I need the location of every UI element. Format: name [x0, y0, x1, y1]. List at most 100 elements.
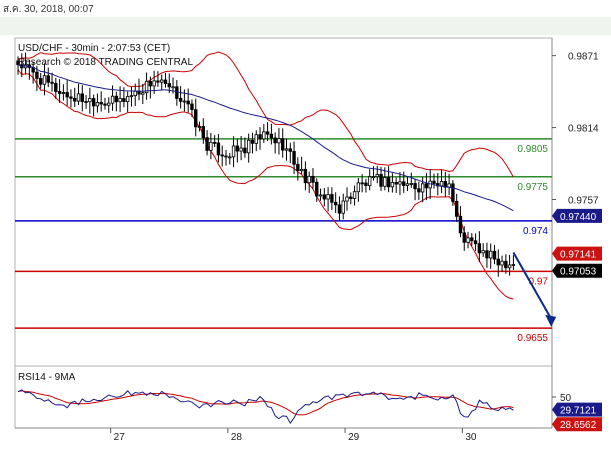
candle-body [197, 126, 202, 128]
candle-body [186, 100, 190, 105]
rsi-tag: 29.7121 [560, 406, 597, 417]
candle-body [367, 176, 372, 187]
price-tag: 0.97053 [560, 267, 597, 278]
candle-body [326, 194, 330, 200]
candle-body [133, 90, 137, 97]
candle-body [292, 150, 296, 165]
candle-body [163, 79, 168, 85]
candle-body [190, 103, 194, 111]
candle-body [296, 163, 300, 172]
candle-body [178, 98, 183, 102]
candle-body [409, 183, 413, 185]
candle-body [205, 137, 209, 151]
moving-average [17, 64, 514, 212]
candle-body [330, 194, 334, 203]
candle-body [458, 215, 463, 234]
candle-body [254, 134, 258, 144]
candle-body [371, 176, 376, 179]
y-tick-label: 0.9757 [568, 195, 599, 206]
candle-body [398, 181, 402, 185]
candle-body [383, 177, 387, 187]
candle-body [500, 260, 504, 266]
candle-body [462, 232, 466, 243]
candle-body [420, 183, 425, 193]
y-axis-ticks: 0.9871 0.9814 0.9757 50 [552, 52, 599, 404]
bollinger-bands [17, 51, 514, 300]
rsi-plot-frame [14, 365, 553, 429]
candle-body [216, 142, 221, 156]
candle-body [129, 95, 134, 98]
candle-body [447, 183, 451, 188]
level-label: 0.9655 [517, 333, 548, 344]
candle-body [269, 133, 274, 139]
candle-body [99, 102, 103, 105]
candle-body [152, 80, 156, 87]
candle-body [167, 83, 171, 88]
candle-body [141, 92, 145, 95]
level-label: 0.9775 [517, 182, 548, 193]
candle-body [322, 194, 327, 200]
candle-body [114, 95, 119, 103]
candle-body [504, 260, 508, 269]
candle-body [54, 82, 58, 92]
rsi-lines [17, 389, 514, 425]
projection-line [512, 251, 553, 320]
candle-body [265, 131, 270, 135]
candle-body [182, 100, 187, 103]
candle-body [258, 134, 262, 140]
main-chart-subtitle: Research © 2018 TRADING CENTRAL [18, 57, 193, 68]
level-label: 0.97 [529, 276, 549, 287]
candle-body [511, 264, 516, 266]
candle-body [80, 93, 84, 102]
rsi-chart-title: RSI14 - 9MA [18, 372, 76, 383]
candle-body [454, 201, 459, 217]
candle-body [432, 180, 436, 184]
candle-body [402, 181, 406, 186]
candle-body [451, 183, 455, 202]
candle-body [424, 183, 429, 189]
rsi-tag: 28.6562 [560, 420, 597, 431]
candle-body [95, 102, 100, 107]
candle-body [477, 243, 482, 254]
candle-body [470, 237, 474, 242]
level-label: 0.9805 [517, 144, 548, 155]
x-tick-label: 29 [348, 432, 360, 443]
projection-arrow [512, 251, 557, 327]
candle-body [281, 138, 285, 151]
candle-body [496, 258, 500, 266]
candle-body [273, 137, 277, 144]
candle-body [171, 86, 175, 89]
level-label: 0.974 [523, 226, 548, 237]
candle-body [379, 174, 383, 187]
candle-body [235, 145, 240, 152]
x-axis-ticks: 27 28 29 30 [110, 428, 477, 443]
candle-body [76, 93, 81, 102]
candle-body [439, 181, 444, 187]
candle-body [148, 80, 153, 87]
price-tag-box [552, 263, 602, 278]
candle-body [231, 145, 236, 158]
candle-body [394, 182, 398, 185]
projection-arrowhead [545, 314, 557, 327]
candle-body [224, 155, 228, 158]
candle-body [194, 109, 198, 128]
candle-body [246, 139, 251, 154]
candle-body [405, 183, 410, 186]
candle-body [16, 60, 20, 66]
rsi-y-tick-label: 50 [560, 393, 572, 404]
candle-body [118, 98, 122, 103]
price-tag: 0.97440 [560, 212, 597, 223]
price-tag-box [552, 208, 602, 223]
candle-body [201, 126, 206, 139]
candle-body [69, 96, 73, 99]
candle-body [38, 78, 43, 85]
candle-body [103, 103, 107, 106]
candle-body [110, 95, 115, 104]
candle-body [299, 168, 304, 172]
x-tick-label: 27 [114, 432, 126, 443]
rsi-line [17, 389, 514, 425]
candle-body [228, 156, 232, 159]
candle-body [352, 191, 357, 199]
bollinger-upper [17, 51, 514, 178]
